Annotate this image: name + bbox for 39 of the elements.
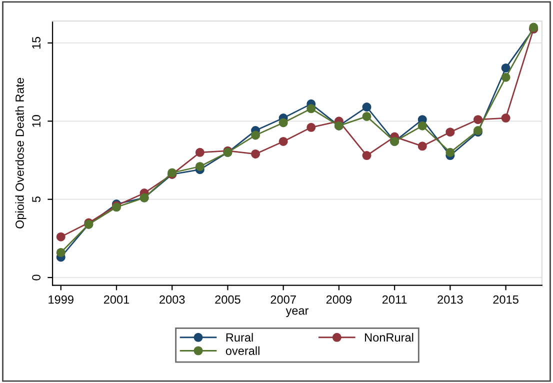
point (195, 148, 204, 157)
point (362, 102, 372, 112)
point (473, 115, 482, 124)
point (446, 128, 455, 137)
point (251, 149, 260, 158)
point (501, 72, 510, 82)
x-tick-label: 2007 (270, 295, 296, 304)
y-tick-label: 0 (32, 274, 40, 280)
point (278, 136, 288, 146)
point (501, 114, 510, 123)
point (278, 118, 288, 128)
point (501, 63, 510, 72)
point (56, 232, 66, 242)
x-tick-label: 2015 (493, 295, 518, 304)
x-tick-label: 2009 (326, 295, 352, 304)
point (56, 248, 66, 258)
x-tick-label: 1999 (48, 295, 74, 304)
point (251, 130, 260, 140)
point (306, 122, 316, 132)
x-tick-label: 2003 (160, 295, 185, 304)
x-tick-label: 2001 (104, 295, 130, 304)
point (195, 162, 204, 172)
legend-label: overall (226, 346, 260, 355)
x-tick-label: 2005 (215, 295, 240, 304)
x-tick-label: 2013 (438, 295, 463, 304)
point (418, 121, 427, 130)
legend-label: Rural (226, 332, 253, 342)
y-tick-label: 10 (32, 115, 40, 127)
y-tick-label: 15 (32, 36, 40, 49)
y-axis-title: Opioid Overdose Death Rate (15, 78, 26, 228)
point (446, 148, 455, 157)
y-tick-label: 5 (32, 196, 40, 202)
x-tick-label: 2011 (382, 295, 407, 304)
point (418, 142, 427, 151)
point (362, 151, 372, 160)
x-axis-title: year (286, 308, 309, 318)
point (306, 104, 316, 114)
point (362, 112, 372, 121)
legend-label: NonRural (365, 332, 414, 342)
